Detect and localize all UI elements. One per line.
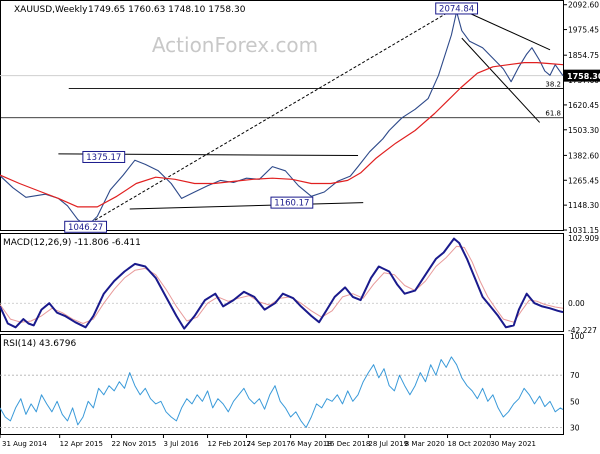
macd-y-tick-label: -42.227 bbox=[568, 326, 597, 335]
y-tick-label: 1975.45 bbox=[568, 26, 599, 35]
fib-level-label: 61.8 bbox=[545, 110, 561, 118]
ohlc-label: 1749.65 1760.63 1748.10 1758.30 bbox=[88, 5, 246, 15]
rsi-line bbox=[0, 356, 564, 428]
annotation-label: 1375.17 bbox=[86, 153, 121, 163]
annotation-label: 1160.17 bbox=[274, 199, 309, 209]
symbol-label: XAUUSD,Weekly bbox=[14, 5, 88, 15]
trendline bbox=[77, 6, 457, 231]
rsi-title: RSI(14) 43.6796 bbox=[3, 339, 76, 349]
y-tick-label: 1854.75 bbox=[568, 51, 599, 60]
y-tick-label: 1382.60 bbox=[568, 151, 599, 160]
y-tick-label: 1265.45 bbox=[568, 176, 599, 185]
macd-panel-frame bbox=[0, 233, 564, 332]
price-panel-frame bbox=[0, 0, 564, 231]
x-tick-label: 3 Jul 2016 bbox=[163, 440, 199, 448]
x-tick-label: 31 Aug 2014 bbox=[2, 440, 47, 448]
rsi-y-tick-label: 30 bbox=[570, 423, 580, 432]
annotation-label: 2074.84 bbox=[439, 4, 474, 14]
x-tick-label: 6 May 2018 bbox=[291, 440, 332, 448]
x-tick-label: 12 Feb 2017 bbox=[208, 440, 252, 448]
rsi-panel-frame bbox=[0, 334, 564, 435]
annotation-box bbox=[64, 220, 108, 233]
annotation-box bbox=[82, 150, 126, 163]
x-tick-label: 30 May 2021 bbox=[490, 440, 536, 448]
x-tick-label: 8 Mar 2020 bbox=[405, 440, 445, 448]
rsi-y-tick-label: 50 bbox=[570, 397, 580, 406]
x-tick-label: 12 Apr 2015 bbox=[60, 440, 103, 448]
fib-level-label: 38.2 bbox=[545, 80, 561, 88]
annotation-box bbox=[435, 2, 479, 15]
watermark-text: ActionForex.com bbox=[152, 33, 318, 57]
x-tick-label: 22 Nov 2015 bbox=[112, 440, 157, 448]
y-tick-label: 1620.45 bbox=[568, 101, 599, 110]
y-tick-label: 2092.60 bbox=[568, 1, 599, 10]
macd-title: MACD(12,26,9) -11.806 -6.411 bbox=[3, 238, 141, 248]
x-tick-label: 28 Jul 2019 bbox=[368, 440, 408, 448]
x-tick-label: 16 Dec 2018 bbox=[326, 440, 371, 448]
y-tick-label: 1503.30 bbox=[568, 126, 599, 135]
trendline bbox=[461, 37, 541, 123]
macd-y-tick-label: 102.909 bbox=[568, 234, 599, 243]
macd-line bbox=[0, 237, 564, 330]
macd-y-tick-label: 0.00 bbox=[568, 299, 585, 308]
moving-average-line bbox=[0, 61, 564, 208]
trendline bbox=[129, 202, 364, 210]
rsi-y-tick-label: 70 bbox=[570, 371, 580, 380]
price-series-line bbox=[0, 11, 564, 227]
x-tick-label: 18 Oct 2020 bbox=[448, 440, 491, 448]
annotation-box bbox=[270, 196, 314, 209]
current-price-label: 1758.30 bbox=[567, 72, 600, 81]
annotation-label: 1046.27 bbox=[68, 223, 103, 233]
y-tick-label: 1148.30 bbox=[568, 201, 599, 210]
current-price-tag bbox=[564, 69, 600, 82]
rsi-y-tick-label: 100 bbox=[570, 332, 585, 341]
x-tick-label: 24 Sep 2017 bbox=[246, 440, 290, 448]
y-tick-label: 1031.15 bbox=[568, 226, 599, 235]
